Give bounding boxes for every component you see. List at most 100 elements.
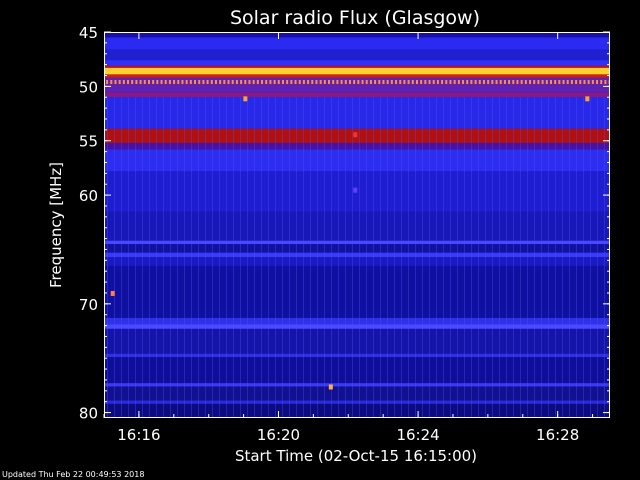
y-tick-label-2: 55: [79, 133, 98, 151]
pulse-mark-103: [537, 80, 540, 85]
pulse-mark-31: [235, 80, 238, 85]
pulse-mark-111: [570, 80, 573, 85]
pulse-mark-69: [395, 80, 398, 85]
pulse-mark-79: [436, 80, 439, 85]
burst-spot-2: [353, 132, 358, 138]
pulse-mark-51: [319, 80, 322, 85]
pulse-mark-94: [499, 80, 502, 85]
burst-spot-3: [353, 187, 358, 193]
intensity-band-14: [104, 211, 610, 241]
pulse-mark-90: [482, 80, 485, 85]
pulse-mark-44: [290, 80, 293, 85]
intensity-band-0: [104, 32, 610, 38]
x-tick-label-1: 16:20: [257, 426, 300, 444]
pulse-mark-25: [210, 80, 213, 85]
pulse-mark-114: [583, 80, 586, 85]
burst-spot-5: [328, 384, 333, 390]
y-tick-label-5: 80: [79, 405, 98, 423]
x-axis-label: Start Time (02-Oct-15 16:15:00): [235, 447, 477, 465]
pulse-mark-49: [311, 80, 314, 85]
pulse-mark-65: [378, 80, 381, 85]
axis-ticks: [103, 31, 610, 418]
pulse-mark-74: [415, 80, 418, 85]
intensity-band-8: [104, 92, 610, 98]
pulse-mark-86: [466, 80, 469, 85]
pulse-mark-45: [294, 80, 297, 85]
intensity-band-15: [104, 240, 610, 245]
pulse-mark-53: [328, 80, 331, 85]
pulse-mark-82: [449, 80, 452, 85]
pulse-mark-57: [344, 80, 347, 85]
intensity-band-23: [104, 353, 610, 358]
pulse-mark-1: [110, 80, 113, 85]
burst-spot-1: [585, 96, 590, 102]
pulse-mark-56: [340, 80, 343, 85]
pulse-mark-28: [223, 80, 226, 85]
pulse-mark-6: [131, 80, 134, 85]
plot-frame: [104, 32, 610, 418]
pulse-mark-2: [114, 80, 117, 85]
intensity-band-7: [104, 77, 610, 93]
burst-spot-4: [110, 290, 115, 296]
pulse-mark-33: [244, 80, 247, 85]
pulse-mark-10: [147, 80, 150, 85]
pulse-mark-99: [520, 80, 523, 85]
y-tick-label-4: 70: [79, 296, 98, 314]
updated-timestamp: Updated Thu Feb 22 00:49:53 2018: [2, 470, 144, 479]
x-tick-label-3: 16:28: [536, 426, 579, 444]
pulse-mark-7: [135, 80, 138, 85]
pulse-mark-93: [495, 80, 498, 85]
pulse-mark-34: [248, 80, 251, 85]
pulse-mark-60: [357, 80, 360, 85]
pulse-mark-18: [181, 80, 184, 85]
intensity-band-11: [104, 142, 610, 150]
pulse-mark-75: [420, 80, 423, 85]
pulse-mark-116: [591, 80, 594, 85]
pulse-mark-109: [562, 80, 565, 85]
x-tick-label-0: 16:16: [117, 426, 160, 444]
pulse-mark-54: [332, 80, 335, 85]
pulse-mark-9: [143, 80, 146, 85]
pulse-mark-108: [558, 80, 561, 85]
pulse-mark-21: [194, 80, 197, 85]
pulse-mark-88: [474, 80, 477, 85]
intensity-band-21: [104, 324, 610, 329]
pulse-mark-29: [227, 80, 230, 85]
intensity-band-27: [104, 400, 610, 404]
pulse-mark-118: [600, 80, 603, 85]
pulse-mark-23: [202, 80, 205, 85]
pulse-mark-77: [428, 80, 431, 85]
pulse-mark-5: [127, 80, 130, 85]
spectrogram-plot: [104, 32, 610, 418]
pulse-mark-3: [118, 80, 121, 85]
pulse-mark-30: [231, 80, 234, 85]
pulse-mark-17: [177, 80, 180, 85]
pulse-mark-72: [407, 80, 410, 85]
pulse-mark-98: [516, 80, 519, 85]
pulse-mark-96: [508, 80, 511, 85]
y-axis-label: Frequency [MHz]: [47, 162, 65, 288]
intensity-band-5: [104, 67, 610, 75]
pulse-mark-80: [441, 80, 444, 85]
pulse-mark-85: [462, 80, 465, 85]
pulse-mark-70: [399, 80, 402, 85]
intensity-band-22: [104, 328, 610, 354]
pulse-mark-52: [323, 80, 326, 85]
pulse-mark-8: [139, 80, 142, 85]
pulse-mark-15: [168, 80, 171, 85]
pulse-mark-107: [554, 80, 557, 85]
pulse-mark-113: [579, 80, 582, 85]
pulse-mark-119: [604, 80, 607, 85]
x-tick-label-2: 16:24: [396, 426, 439, 444]
pulse-mark-102: [533, 80, 536, 85]
pulse-mark-91: [487, 80, 490, 85]
pulse-mark-104: [541, 80, 544, 85]
y-tick-label-3: 60: [79, 187, 98, 205]
intensity-band-4: [104, 65, 610, 68]
pulse-mark-59: [353, 80, 356, 85]
pulse-mark-76: [424, 80, 427, 85]
pulse-mark-105: [545, 80, 548, 85]
pulse-mark-43: [286, 80, 289, 85]
pulse-mark-50: [315, 80, 318, 85]
pulse-mark-110: [566, 80, 569, 85]
